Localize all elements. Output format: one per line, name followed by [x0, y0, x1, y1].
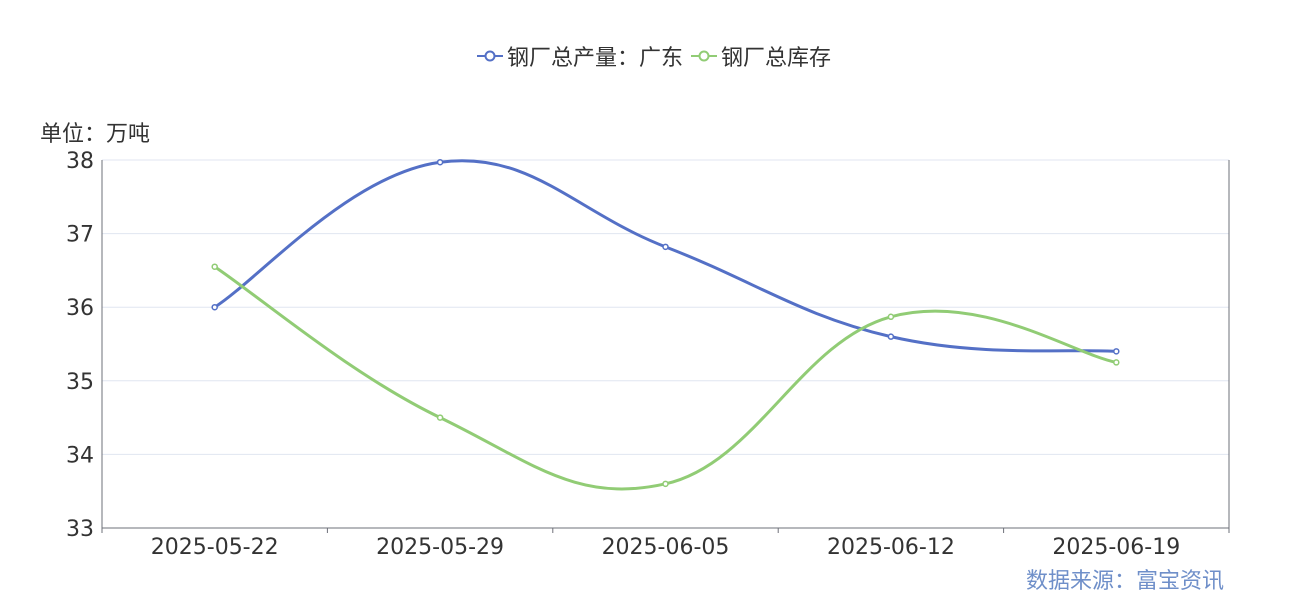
unit-label: 单位：万吨 — [40, 122, 151, 147]
legend-symbol-inventory-icon — [691, 50, 717, 62]
legend-item-inventory[interactable]: 钢厂总库存 — [691, 40, 831, 72]
y-tick-label: 37 — [66, 223, 94, 248]
data-point[interactable] — [662, 480, 669, 488]
y-tick-label: 36 — [66, 296, 94, 321]
data-point[interactable] — [1113, 348, 1120, 355]
y-tick-label: 35 — [66, 370, 94, 395]
x-tick-label: 2025-06-05 — [602, 535, 730, 560]
series-line-1 — [213, 265, 1117, 491]
series-line-0 — [213, 159, 1117, 353]
grid-lines — [102, 159, 1229, 455]
series-0 — [211, 158, 1120, 355]
data-point[interactable] — [887, 313, 895, 321]
x-tick-label: 2025-06-19 — [1052, 535, 1180, 560]
data-point[interactable] — [887, 333, 895, 340]
series-1 — [211, 263, 1120, 491]
y-tick-label: 33 — [66, 517, 94, 542]
y-tick-label: 34 — [66, 443, 94, 468]
legend-label-inventory: 钢厂总库存 — [721, 46, 832, 71]
x-tick-label: 2025-05-22 — [151, 535, 279, 560]
data-point[interactable] — [1113, 359, 1120, 366]
x-tick-label: 2025-06-12 — [827, 535, 955, 560]
legend-label-production: 钢厂总产量：广东 — [506, 46, 683, 71]
data-point[interactable] — [662, 243, 669, 251]
data-point[interactable] — [436, 158, 444, 166]
legend: 钢厂总产量：广东 钢厂总库存 — [0, 40, 1308, 72]
data-point[interactable] — [436, 414, 444, 421]
legend-item-production[interactable]: 钢厂总产量：广东 — [476, 40, 683, 72]
data-point[interactable] — [211, 263, 218, 270]
data-point[interactable] — [211, 303, 218, 311]
axes: 33 34 35 36 37 38 2025-05-22 2025-05-29 2025-06-… — [66, 149, 1230, 560]
y-tick-label: 38 — [66, 149, 94, 174]
series-layer — [211, 158, 1120, 491]
x-tick-label: 2025-05-29 — [376, 535, 504, 560]
source-label: 数据来源：富宝资讯 — [1025, 569, 1224, 594]
legend-symbol-production-icon — [476, 50, 503, 62]
